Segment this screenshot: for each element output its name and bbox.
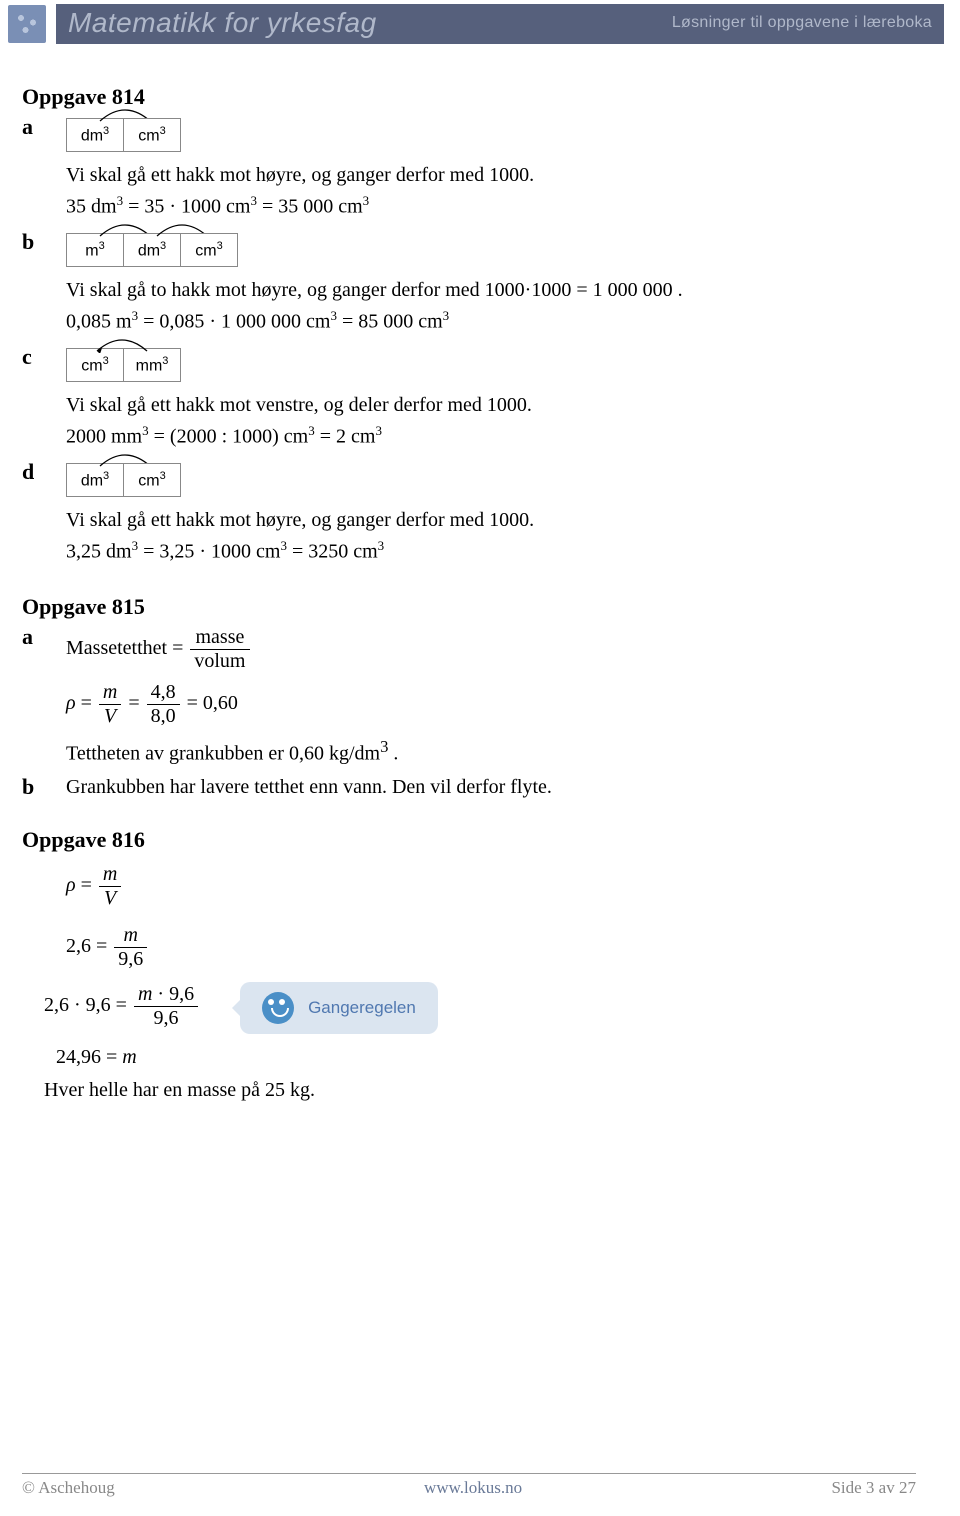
frac-num: m	[99, 863, 121, 886]
answer-text: Grankubben har lavere tetthet enn vann. …	[66, 774, 916, 801]
frac-den: volum	[190, 649, 249, 673]
unit-cell: mm3	[123, 348, 181, 382]
unit-row-a: dm3 cm3	[66, 118, 916, 152]
frac-num: m	[114, 924, 147, 947]
explain-text: Vi skal gå ett hakk mot venstre, og dele…	[66, 392, 916, 419]
equation: 2,6 · 9,6 = m · 9,6 9,6	[44, 983, 200, 1030]
unit-cell: cm3	[123, 463, 181, 497]
unit-row-c: cm3 mm3	[66, 348, 916, 382]
task-815-heading: Oppgave 815	[22, 594, 916, 620]
masse-label: Massetetthet =	[66, 637, 183, 659]
unit-cell: dm3	[123, 233, 181, 267]
unit-cell: m3	[66, 233, 124, 267]
conclusion-text: Tettheten av grankubben er 0,60 kg/dm3 .	[66, 736, 916, 768]
equation: 2000 mm3 = (2000 : 1000) cm3 = 2 cm3	[66, 423, 916, 449]
frac-den: 9,6	[134, 1006, 198, 1030]
frac-num: m	[99, 681, 121, 704]
page-footer: © Aschehoug www.lokus.no Side 3 av 27	[0, 1478, 960, 1498]
frac-den: 9,6	[114, 947, 147, 971]
header-title: Matematikk for yrkesfag	[68, 7, 377, 39]
equation: 2,6 = m 9,6	[66, 924, 916, 971]
footer-page-number: Side 3 av 27	[831, 1478, 916, 1498]
header-title-bar: Matematikk for yrkesfag Løsninger til op…	[56, 4, 944, 44]
task-814-heading: Oppgave 814	[22, 84, 916, 110]
part-label-c: c	[22, 344, 66, 370]
equation: 3,25 dm3 = 3,25 · 1000 cm3 = 3250 cm3	[66, 538, 916, 564]
frac-den: V	[99, 886, 121, 910]
part-label-b: b	[22, 229, 66, 255]
explain-text: Vi skal gå ett hakk mot høyre, og ganger…	[66, 507, 916, 534]
unit-cell: dm3	[66, 118, 124, 152]
part-label-b: b	[22, 774, 66, 800]
equation: 35 dm3 = 35 · 1000 cm3 = 35 000 cm3	[66, 193, 916, 219]
explain-text: Vi skal gå ett hakk mot høyre, og ganger…	[66, 162, 916, 189]
eq-lhs: 2,6 =	[66, 935, 107, 957]
unit-cell: cm3	[123, 118, 181, 152]
smiley-icon	[262, 992, 294, 1024]
part-label-a: a	[22, 114, 66, 140]
rho-symbol: ρ	[66, 692, 76, 714]
unit-cell: cm3	[66, 348, 124, 382]
frac-num: 4,8	[147, 681, 180, 704]
unit-cell: cm3	[180, 233, 238, 267]
header-logo	[8, 5, 46, 43]
bubble-text: Gangeregelen	[308, 998, 416, 1018]
unit-row-b: m3 dm3 cm3	[66, 233, 916, 267]
hint-bubble: Gangeregelen	[240, 982, 438, 1034]
frac-den: 8,0	[147, 704, 180, 728]
footer-copyright: © Aschehoug	[22, 1478, 115, 1498]
equation: 0,085 m3 = 0,085 · 1 000 000 cm3 = 85 00…	[66, 308, 916, 334]
frac-den: V	[99, 704, 121, 728]
page-content: Oppgave 814 a dm3 cm3 Vi skal gå ett hak…	[0, 48, 960, 1104]
task-816-heading: Oppgave 816	[22, 827, 916, 853]
explain-text: Vi skal gå to hakk mot høyre, og ganger …	[66, 277, 916, 304]
part-label-a: a	[22, 624, 66, 650]
equation: 24,96 = m	[56, 1046, 916, 1069]
answer-text: Hver helle har en masse på 25 kg.	[44, 1077, 916, 1104]
part-label-d: d	[22, 459, 66, 485]
eq-result: = 0,60	[187, 692, 238, 714]
unit-row-d: dm3 cm3	[66, 463, 916, 497]
page-header: Matematikk for yrkesfag Løsninger til op…	[0, 0, 960, 48]
equation: Massetetthet = masse volum	[66, 626, 916, 673]
equation: ρ = m V	[66, 863, 916, 910]
unit-cell: dm3	[66, 463, 124, 497]
footer-link: www.lokus.no	[424, 1478, 522, 1498]
equation: ρ = m V = 4,8 8,0 = 0,60	[66, 681, 916, 728]
footer-divider	[22, 1473, 916, 1474]
frac-num: m · 9,6	[134, 983, 198, 1006]
header-subtitle: Løsninger til oppgavene i læreboka	[672, 14, 932, 32]
arc-left-icon	[92, 335, 152, 353]
frac-num: masse	[190, 626, 249, 649]
